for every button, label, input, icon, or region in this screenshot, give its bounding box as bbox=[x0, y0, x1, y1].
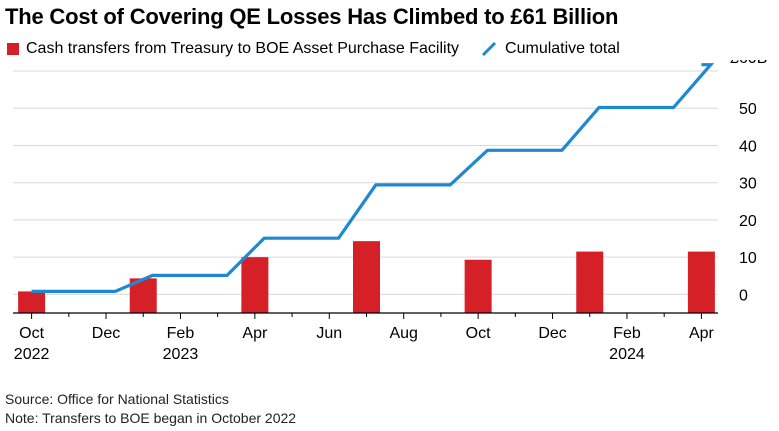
x-tick-label: Dec bbox=[538, 325, 566, 342]
x-tick-year-label: 2024 bbox=[609, 346, 645, 363]
source-note: Source: Office for National Statistics bbox=[5, 391, 229, 407]
y-tick-label: 40 bbox=[739, 138, 757, 155]
bar-2024-04 bbox=[687, 251, 715, 313]
bar-2024-01 bbox=[576, 251, 604, 313]
x-tick-label: Feb bbox=[613, 325, 641, 342]
legend-line-label: Cumulative total bbox=[505, 40, 620, 57]
x-tick-label: Apr bbox=[242, 325, 268, 342]
footnote: Note: Transfers to BOE began in October … bbox=[5, 410, 297, 426]
chart-title: The Cost of Covering QE Losses Has Climb… bbox=[5, 4, 619, 29]
bar-2023-07 bbox=[353, 241, 380, 313]
y-tick-label: 0 bbox=[739, 287, 748, 304]
legend-bar-label: Cash transfers from Treasury to BOE Asse… bbox=[26, 40, 460, 57]
y-tick-label: 30 bbox=[739, 176, 757, 193]
bar-2022-10 bbox=[18, 291, 46, 313]
chart-legend: Cash transfers from Treasury to BOE Asse… bbox=[7, 40, 620, 58]
x-tick-label: Oct bbox=[466, 325, 491, 342]
x-tick-label: Apr bbox=[689, 325, 715, 342]
x-tick-label: Aug bbox=[389, 325, 417, 342]
legend-bar-swatch bbox=[7, 43, 19, 55]
x-tick-label: Dec bbox=[92, 325, 120, 342]
x-tick-year-label: 2022 bbox=[14, 346, 50, 363]
bar-2023-04 bbox=[241, 257, 269, 313]
y-tick-label: 50 bbox=[739, 101, 757, 118]
x-tick-label: Oct bbox=[19, 325, 44, 342]
cumulative-total-line bbox=[31, 63, 715, 293]
chart-plot: 0 10 20 30 40 50 £60B Oct 2022 Dec Feb 2023 Apr Jun Au… bbox=[13, 60, 767, 363]
grid-lines bbox=[13, 70, 718, 295]
x-tick-label: Feb bbox=[167, 325, 195, 342]
x-tick-label: Jun bbox=[316, 325, 342, 342]
bar-2023-10 bbox=[464, 259, 492, 313]
y-unit-label: £60B bbox=[730, 60, 767, 67]
legend-line-swatch bbox=[481, 41, 497, 57]
y-tick-label: 10 bbox=[739, 250, 757, 267]
x-tick-year-label: 2023 bbox=[163, 346, 199, 363]
y-tick-label: 20 bbox=[739, 213, 757, 230]
